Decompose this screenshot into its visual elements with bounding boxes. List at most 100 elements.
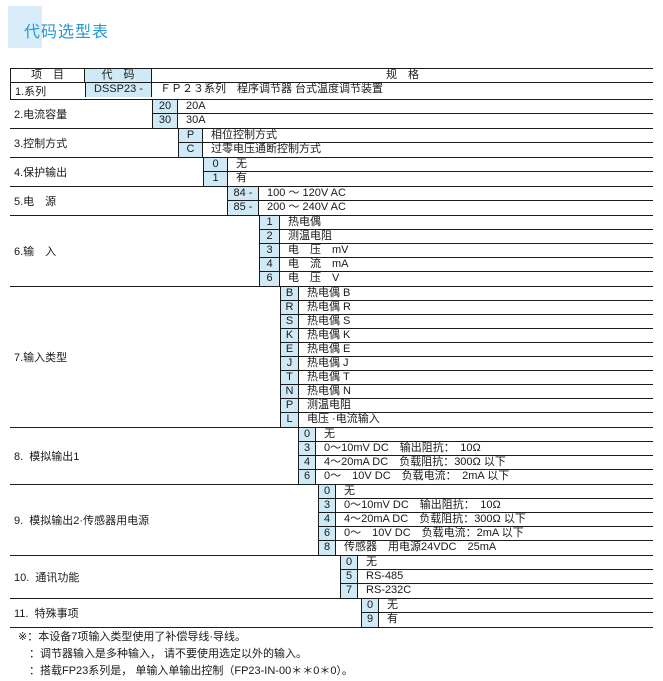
code-cell: 0 bbox=[340, 556, 358, 569]
option-row: 8 传感器 用电源24VDC 25mA bbox=[318, 541, 653, 555]
code-selection-table: 项 目 代 码 规 格 1.系列 DSSP23 - ＦＰ２３系列 程序调节器 台… bbox=[10, 68, 653, 628]
option-row: 1 有 bbox=[203, 172, 653, 186]
option-row: 3 0～10mV DC 输出阻抗： 10Ω bbox=[318, 499, 653, 513]
option-row: J 热电偶 J bbox=[280, 357, 653, 371]
option-row: 0 无 bbox=[318, 485, 653, 499]
option-row: P 测温电阻 bbox=[280, 399, 653, 413]
option-row: R 热电偶 R bbox=[280, 301, 653, 315]
item-label: 10. 通讯功能 bbox=[14, 572, 80, 584]
option-row: 4 4～20mA DC 负载阻抗：300Ω 以下 bbox=[318, 513, 653, 527]
option-row: B 热电偶 B bbox=[280, 287, 653, 301]
code-cell: 1 bbox=[259, 216, 280, 229]
spec-cell: 电 压 V bbox=[288, 272, 340, 284]
code-cell: B bbox=[280, 287, 299, 300]
item-label: 3.控制方式 bbox=[14, 138, 68, 150]
option-row: 20 20A bbox=[152, 100, 653, 114]
option-row: 9 有 bbox=[361, 613, 653, 627]
spec-cell: 热电偶 S bbox=[307, 315, 351, 327]
code-cell: 0 bbox=[318, 485, 336, 498]
spec-cell: ＦＰ２３系列 程序调节器 台式温度调节装置 bbox=[160, 83, 384, 95]
code-cell: 6 bbox=[318, 527, 336, 540]
spec-cell: RS-485 bbox=[366, 570, 404, 582]
code-cell: 2 bbox=[259, 230, 280, 243]
code-cell: 5 bbox=[340, 570, 358, 583]
option-list: B 热电偶 B R 热电偶 R S 热电偶 S K 热电偶 K E 热电偶 E … bbox=[280, 287, 653, 427]
spec-cell: 热电偶 T bbox=[307, 371, 350, 383]
code-cell: 84 - bbox=[227, 187, 259, 200]
code-cell: 7 bbox=[340, 584, 358, 598]
code-cell: L bbox=[280, 413, 299, 427]
code-cell: C bbox=[178, 143, 203, 157]
code-cell: S bbox=[280, 315, 299, 328]
option-list: 0 无 3 0～10mV DC 输出阻抗： 10Ω 4 4～20mA DC 负载… bbox=[298, 428, 653, 484]
option-list: 84 - 100 ～ 120V AC 85 - 200 ～ 240V AC bbox=[227, 187, 653, 215]
option-row: 6 0～ 10V DC 负载电流： 2mA 以下 bbox=[298, 470, 653, 484]
option-row: S 热电偶 S bbox=[280, 315, 653, 329]
option-list: 0 无 3 0～10mV DC 输出阻抗： 10Ω 4 4～20mA DC 负载… bbox=[318, 485, 653, 555]
code-cell: P bbox=[178, 129, 203, 142]
table-group: 10. 通讯功能 0 无 5 RS-485 7 RS-232C bbox=[10, 556, 653, 599]
option-row: K 热电偶 K bbox=[280, 329, 653, 343]
item-label: 9. 模拟输出2·传感器用电源 bbox=[14, 515, 150, 527]
code-cell: 85 - bbox=[227, 201, 259, 215]
item-label: 6.输 入 bbox=[14, 246, 57, 258]
spec-cell: 200 ～ 240V AC bbox=[267, 201, 346, 213]
item-label: 1.系列 bbox=[10, 83, 85, 99]
code-cell: 8 bbox=[318, 541, 336, 555]
option-row: 6 0～ 10V DC 负载电流：2mA 以下 bbox=[318, 527, 653, 541]
code-cell: 1 bbox=[203, 172, 228, 186]
code-cell: 9 bbox=[361, 613, 379, 627]
spec-cell: 100 ～ 120V AC bbox=[267, 187, 346, 199]
code-cell: 0 bbox=[203, 158, 228, 171]
option-row: 4 电 流 mA bbox=[259, 258, 653, 272]
code-cell: 6 bbox=[259, 272, 280, 286]
title-highlight-square bbox=[8, 6, 42, 48]
page-title: 代码选型表 bbox=[24, 24, 110, 41]
spec-cell: 传感器 用电源24VDC 25mA bbox=[344, 541, 497, 553]
option-row: 4 4～20mA DC 负载阻抗：300Ω 以下 bbox=[298, 456, 653, 470]
footnote-line: ※：本设备7项输入类型使用了补偿导线·导线。 bbox=[18, 631, 246, 643]
spec-cell: 有 bbox=[387, 613, 398, 625]
spec-cell: 30A bbox=[186, 114, 206, 126]
spec-cell: 测温电阻 bbox=[288, 230, 332, 242]
option-list: 0 无 5 RS-485 7 RS-232C bbox=[340, 556, 653, 598]
option-row: C 过零电压通断控制方式 bbox=[178, 143, 653, 157]
code-cell: N bbox=[280, 385, 299, 398]
option-list: 0 无 9 有 bbox=[361, 599, 653, 627]
spec-cell: 热电偶 K bbox=[307, 329, 351, 341]
option-row: 0 无 bbox=[298, 428, 653, 442]
option-list: P 相位控制方式 C 过零电压通断控制方式 bbox=[178, 129, 653, 157]
option-row: 3 电 压 mV bbox=[259, 244, 653, 258]
spec-cell: 无 bbox=[366, 556, 377, 568]
item-label: 4.保护输出 bbox=[14, 167, 68, 179]
option-row: E 热电偶 E bbox=[280, 343, 653, 357]
spec-cell: 无 bbox=[236, 158, 247, 170]
option-row: T 热电偶 T bbox=[280, 371, 653, 385]
spec-cell: 无 bbox=[344, 485, 355, 497]
code-cell: 3 bbox=[298, 442, 316, 455]
table-header-row: 项 目 代 码 规 格 bbox=[10, 69, 653, 83]
option-row: 6 电 压 V bbox=[259, 272, 653, 286]
spec-cell: 过零电压通断控制方式 bbox=[211, 143, 321, 155]
spec-cell: 0～10mV DC 输出阻抗： 10Ω bbox=[344, 499, 501, 511]
spec-cell: 热电偶 bbox=[288, 216, 321, 228]
spec-cell: 电 压 mV bbox=[288, 244, 349, 256]
code-cell: T bbox=[280, 371, 299, 384]
table-group: 1.系列 DSSP23 - ＦＰ２３系列 程序调节器 台式温度调节装置 bbox=[10, 83, 653, 100]
spec-cell: 热电偶 B bbox=[307, 287, 351, 299]
table-group: 7.输入类型 B 热电偶 B R 热电偶 R S 热电偶 S K 热电偶 K E… bbox=[10, 287, 653, 428]
spec-cell: 热电偶 J bbox=[307, 357, 349, 369]
option-row: 84 - 100 ～ 120V AC bbox=[227, 187, 653, 201]
table-body: 1.系列 DSSP23 - ＦＰ２３系列 程序调节器 台式温度调节装置 2.电流… bbox=[10, 83, 653, 628]
option-row: 0 无 bbox=[361, 599, 653, 613]
footnote-line: ：调节器输入是多种输入， 请不要使用选定以外的输入。 bbox=[29, 648, 308, 660]
item-label: 2.电流容量 bbox=[14, 109, 68, 121]
option-row: DSSP23 - ＦＰ２３系列 程序调节器 台式温度调节装置 bbox=[85, 83, 653, 97]
code-cell: 0 bbox=[298, 428, 316, 441]
spec-cell: 热电偶 N bbox=[307, 385, 351, 397]
table-group: 2.电流容量 20 20A 30 30A bbox=[10, 100, 653, 129]
item-label: 11. 特殊事项 bbox=[14, 608, 79, 620]
spec-cell: 无 bbox=[387, 599, 398, 611]
code-cell: K bbox=[280, 329, 299, 342]
option-row: 5 RS-485 bbox=[340, 570, 653, 584]
